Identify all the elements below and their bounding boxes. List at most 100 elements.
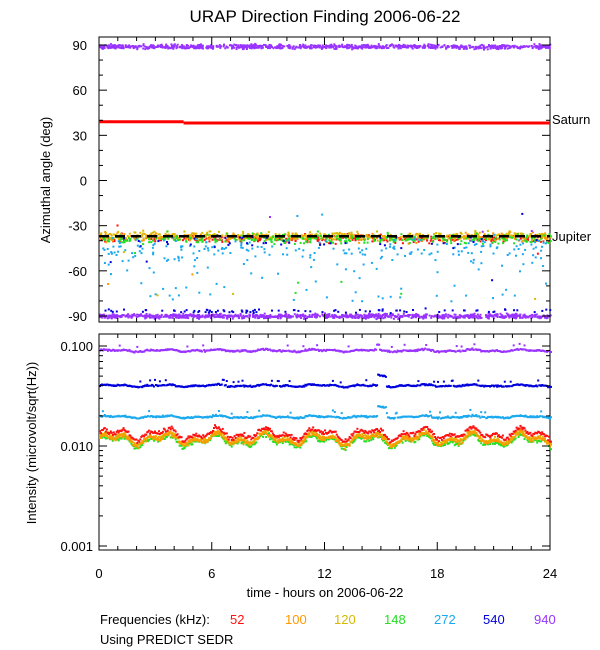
azimuth-point-940: [279, 47, 282, 50]
azimuth-point-540: [504, 308, 507, 311]
azimuth-point-940: [510, 314, 513, 317]
azimuth-point-940: [345, 316, 348, 319]
azimuth-point-540: [492, 311, 495, 314]
intensity-point-540: [231, 385, 234, 388]
azimuth-point-272: [453, 284, 456, 287]
azimuth-point-272: [473, 243, 476, 246]
azimuth-point-52: [469, 239, 472, 242]
azimuth-point-100: [193, 232, 196, 235]
azimuth-point-940: [371, 313, 374, 316]
azimuth-point-120: [319, 232, 322, 235]
azimuth-point-148: [411, 239, 414, 242]
azimuth-point-272: [174, 287, 177, 290]
azimuth-point-940: [170, 43, 173, 46]
azimuth-point-940: [374, 45, 377, 48]
azimuth-point-100: [514, 237, 517, 240]
azimuth-point-272: [470, 239, 473, 242]
intensity-point-540: [437, 380, 439, 383]
azimuth-point-52: [197, 240, 200, 243]
azimuth-point-120: [348, 232, 351, 235]
azimuth-point-272: [152, 271, 155, 274]
azimuth-point-940: [325, 47, 328, 50]
azimuth-point-940: [275, 315, 278, 318]
azimuth-point-120: [334, 238, 337, 241]
azimuth-point-52: [412, 241, 415, 244]
azimuth-point-940: [279, 45, 281, 48]
intensity-point-272: [245, 416, 248, 418]
azimuth-point-940: [528, 315, 531, 318]
azimuth-point-52: [257, 239, 260, 242]
azimuth-point-540: [381, 309, 384, 312]
azimuth-point-940: [288, 44, 291, 47]
azimuth-point-940: [536, 315, 539, 318]
azimuth-point-940: [436, 46, 439, 49]
azimuth-point-940: [289, 315, 292, 317]
azimuth-point-940: [326, 45, 329, 48]
azimuth-point-940: [291, 47, 294, 50]
azimuth-point-940: [405, 314, 408, 317]
azimuth-point-940: [479, 317, 482, 320]
azimuth-point-940: [515, 317, 518, 320]
azimuth-point-940: [269, 45, 272, 48]
intensity-point-540: [249, 384, 252, 387]
intensity-point-272: [220, 414, 223, 417]
azimuth-point-120: [474, 229, 477, 232]
azimuth-point-52: [498, 237, 501, 240]
intensity-point-940: [347, 345, 350, 348]
azimuth-point-148: [315, 237, 318, 240]
azimuth-point-940: [185, 314, 188, 317]
azimuth-point-940: [381, 47, 384, 49]
azimuth-point-52: [319, 242, 322, 245]
azimuth-point-940: [433, 314, 436, 317]
azimuth-point-272: [351, 299, 354, 302]
intensity-point-540: [441, 385, 444, 387]
azimuth-point-272: [103, 248, 106, 251]
intensity-point-272: [484, 411, 487, 414]
azimuth-point-940: [168, 47, 170, 49]
azimuth-point-940: [269, 216, 271, 218]
azimuth-point-120: [296, 237, 299, 240]
azimuth-point-940: [379, 315, 382, 318]
azimuth-point-52: [150, 238, 153, 241]
azimuth-point-120: [435, 232, 438, 234]
azimuth-point-940: [248, 45, 250, 48]
azimuth-point-940: [265, 317, 268, 319]
azimuth-point-272: [115, 254, 118, 256]
azimuth-point-148: [491, 241, 494, 244]
azimuth-point-540: [204, 311, 207, 314]
azimuth-point-272: [336, 263, 339, 266]
azimuth-point-940: [471, 313, 474, 316]
azimuth-point-120: [195, 232, 198, 235]
azimuth-point-272: [472, 261, 475, 264]
azimuth-point-52: [329, 236, 332, 239]
azimuth-point-272: [416, 248, 419, 251]
azimuth-point-940: [185, 44, 188, 46]
azimuth-point-940: [454, 313, 457, 316]
azimuth-point-120: [305, 235, 308, 238]
azimuth-point-940: [252, 316, 255, 318]
intensity-point-940: [459, 350, 462, 353]
azimuth-point-100: [544, 232, 547, 235]
intensity-point-540: [502, 385, 505, 388]
azimuth-point-940: [489, 315, 491, 318]
intensity-point-272: [257, 415, 260, 418]
azimuth-point-120: [159, 235, 162, 238]
azimuth-point-940: [468, 46, 471, 49]
azimuth-point-940: [341, 314, 344, 317]
azimuth-point-272: [542, 241, 545, 244]
azimuth-point-540: [389, 312, 392, 315]
azimuth-point-940: [183, 316, 186, 319]
azimuth-point-120: [474, 233, 476, 236]
azimuth-point-540: [395, 309, 398, 312]
azimuth-point-940: [334, 45, 337, 48]
azimuth-point-272: [380, 255, 383, 258]
azimuth-point-940: [439, 316, 442, 319]
azimuth-point-940: [299, 47, 302, 50]
azimuth-point-100: [107, 283, 110, 285]
azimuth-point-148: [156, 235, 159, 237]
azimuth-point-940: [499, 316, 501, 318]
azimuth-point-940: [397, 47, 400, 50]
intensity-point-940: [414, 350, 417, 353]
azimuth-point-148: [350, 236, 353, 239]
